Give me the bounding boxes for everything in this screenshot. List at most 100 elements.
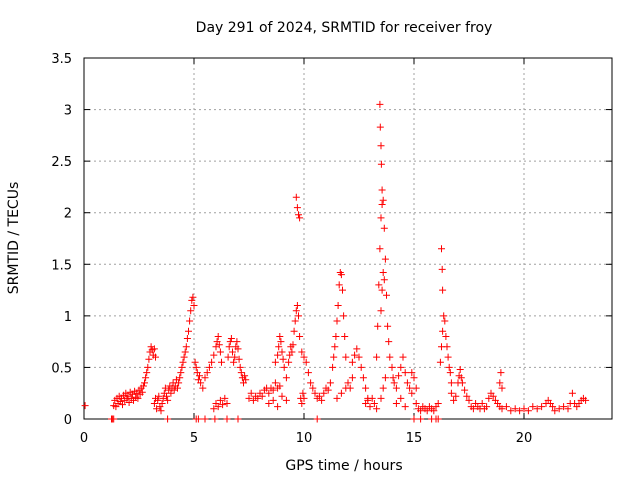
x-tick-label: 10 — [296, 431, 313, 446]
data-point-marker — [258, 392, 266, 400]
data-point-marker — [274, 351, 282, 359]
data-point-marker — [254, 394, 262, 402]
data-point-marker — [436, 358, 444, 366]
data-point-marker — [214, 333, 222, 340]
data-point-marker — [183, 335, 191, 342]
data-point-marker — [529, 403, 537, 411]
data-point-marker — [215, 341, 223, 349]
data-point-marker — [167, 389, 175, 397]
data-point-marker — [175, 379, 183, 387]
data-point-marker — [271, 358, 279, 366]
data-point-marker — [298, 400, 306, 407]
data-point-marker — [399, 353, 407, 361]
data-point-marker — [520, 405, 528, 413]
data-point-marker — [346, 384, 354, 392]
data-point-marker — [441, 317, 449, 325]
data-point-marker — [392, 384, 400, 392]
y-tick-label: 3 — [64, 104, 72, 119]
data-point-marker — [533, 405, 541, 413]
data-point-marker — [483, 403, 491, 411]
chart-title: Day 291 of 2024, SRMTID for receiver fro… — [196, 20, 493, 36]
data-point-marker — [390, 379, 398, 387]
data-point-marker — [445, 363, 453, 371]
data-point-marker — [333, 317, 341, 325]
data-point-marker — [190, 302, 198, 309]
data-point-marker — [300, 353, 308, 361]
data-point-marker — [485, 394, 493, 402]
data-point-marker — [247, 389, 255, 397]
data-point-marker — [450, 396, 458, 404]
data-point-marker — [234, 345, 242, 353]
data-point-marker — [277, 338, 285, 346]
data-point-marker — [134, 394, 142, 402]
plot-frame — [83, 57, 613, 420]
data-point-marker — [226, 338, 234, 346]
data-point-marker — [496, 379, 504, 387]
data-point-marker — [335, 281, 343, 289]
data-point-marker — [236, 363, 244, 371]
data-point-marker — [288, 348, 296, 356]
data-point-marker — [381, 255, 389, 263]
data-point-marker — [351, 351, 359, 359]
data-point-marker — [191, 358, 199, 366]
data-point-marker — [223, 415, 231, 423]
data-point-marker — [380, 224, 388, 232]
data-point-marker — [185, 327, 192, 335]
data-point-marker — [373, 405, 381, 413]
data-point-marker — [330, 353, 338, 361]
data-point-marker — [143, 369, 151, 377]
data-point-marker — [447, 379, 455, 387]
data-point-marker — [385, 338, 393, 346]
data-point-marker — [378, 201, 386, 208]
y-tick-label: 2.5 — [51, 155, 72, 170]
data-point-marker — [150, 345, 158, 353]
data-point-marker — [269, 396, 277, 404]
data-point-marker — [234, 415, 242, 423]
data-point-marker — [164, 396, 172, 404]
data-point-marker — [110, 415, 118, 423]
data-point-marker — [141, 379, 148, 387]
data-point-marker — [406, 384, 414, 392]
data-point-marker — [304, 369, 312, 377]
data-point-marker — [511, 405, 519, 413]
x-axis-label: GPS time / hours — [285, 458, 402, 474]
data-point-marker — [295, 312, 302, 320]
data-point-marker — [245, 394, 253, 402]
data-point-marker — [410, 415, 418, 423]
data-point-marker — [179, 358, 187, 366]
data-point-marker — [368, 394, 376, 402]
data-point-marker — [320, 389, 328, 397]
data-point-marker — [417, 407, 425, 415]
data-point-marker — [119, 401, 126, 409]
data-point-marker — [380, 276, 388, 284]
data-point-marker — [302, 358, 310, 366]
data-point-marker — [292, 193, 300, 201]
data-point-marker — [142, 374, 150, 382]
data-point-marker — [412, 384, 420, 392]
data-point-marker — [155, 392, 163, 400]
data-point-marker — [348, 358, 356, 366]
data-point-marker — [275, 343, 283, 351]
data-point-marker — [403, 379, 411, 387]
data-point-marker — [189, 293, 197, 301]
data-point-marker — [392, 400, 400, 407]
data-point-marker — [211, 415, 219, 423]
data-point-marker — [180, 353, 188, 361]
data-point-marker — [186, 317, 194, 325]
data-point-marker — [125, 399, 133, 406]
data-point-marker — [375, 281, 383, 289]
data-point-marker — [201, 415, 209, 423]
data-point-marker — [300, 394, 308, 402]
data-point-marker — [203, 369, 211, 377]
data-point-marker — [440, 312, 448, 320]
data-point-marker — [276, 382, 284, 390]
data-point-marker — [279, 355, 287, 363]
data-point-marker — [438, 265, 446, 273]
data-point-marker — [458, 379, 466, 387]
data-point-marker — [397, 394, 405, 402]
data-point-marker — [364, 396, 372, 404]
data-point-marker — [214, 403, 222, 411]
y-tick-label: 0.5 — [51, 361, 72, 376]
data-point-marker — [299, 389, 307, 397]
x-tick-label: 15 — [406, 431, 423, 446]
